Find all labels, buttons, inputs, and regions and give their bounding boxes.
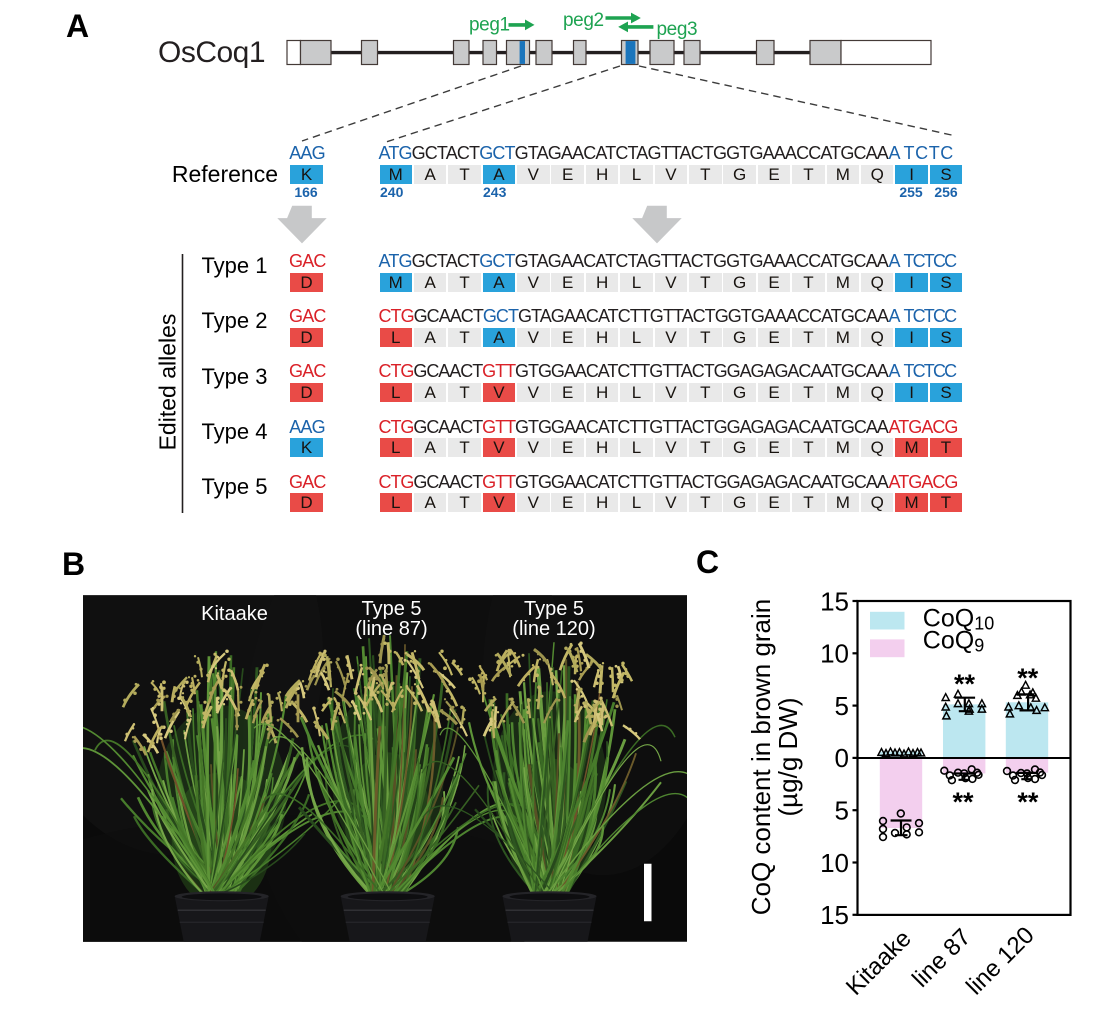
svg-text:Type 5: Type 5 [524, 597, 584, 619]
svg-text:(µg/g DW): (µg/g DW) [773, 698, 803, 817]
svg-text:Kitaake: Kitaake [201, 602, 268, 624]
svg-text:**: ** [1017, 787, 1039, 817]
svg-text:**: ** [952, 787, 974, 817]
svg-text:**: ** [1017, 663, 1039, 693]
svg-text:10: 10 [820, 848, 849, 878]
svg-text:line 120: line 120 [961, 922, 1040, 1001]
svg-text:CoQ9: CoQ9 [923, 627, 984, 656]
svg-text:**: ** [954, 669, 976, 699]
svg-text:5: 5 [835, 691, 849, 721]
svg-text:(line 87): (line 87) [355, 617, 427, 639]
svg-text:peg1: peg1 [469, 15, 510, 36]
svg-text:Kitaake: Kitaake [841, 925, 917, 1001]
svg-text:0: 0 [835, 743, 849, 773]
svg-text:Type 5: Type 5 [361, 597, 421, 619]
svg-text:peg2: peg2 [563, 10, 604, 31]
svg-text:15: 15 [820, 586, 849, 616]
svg-text:15: 15 [820, 900, 849, 930]
svg-text:10: 10 [820, 639, 849, 669]
svg-text:CoQ content in brown grain: CoQ content in brown grain [746, 599, 776, 916]
svg-text:5: 5 [835, 796, 849, 826]
svg-text:peg3: peg3 [657, 19, 698, 40]
svg-text:(line 120): (line 120) [512, 617, 595, 639]
